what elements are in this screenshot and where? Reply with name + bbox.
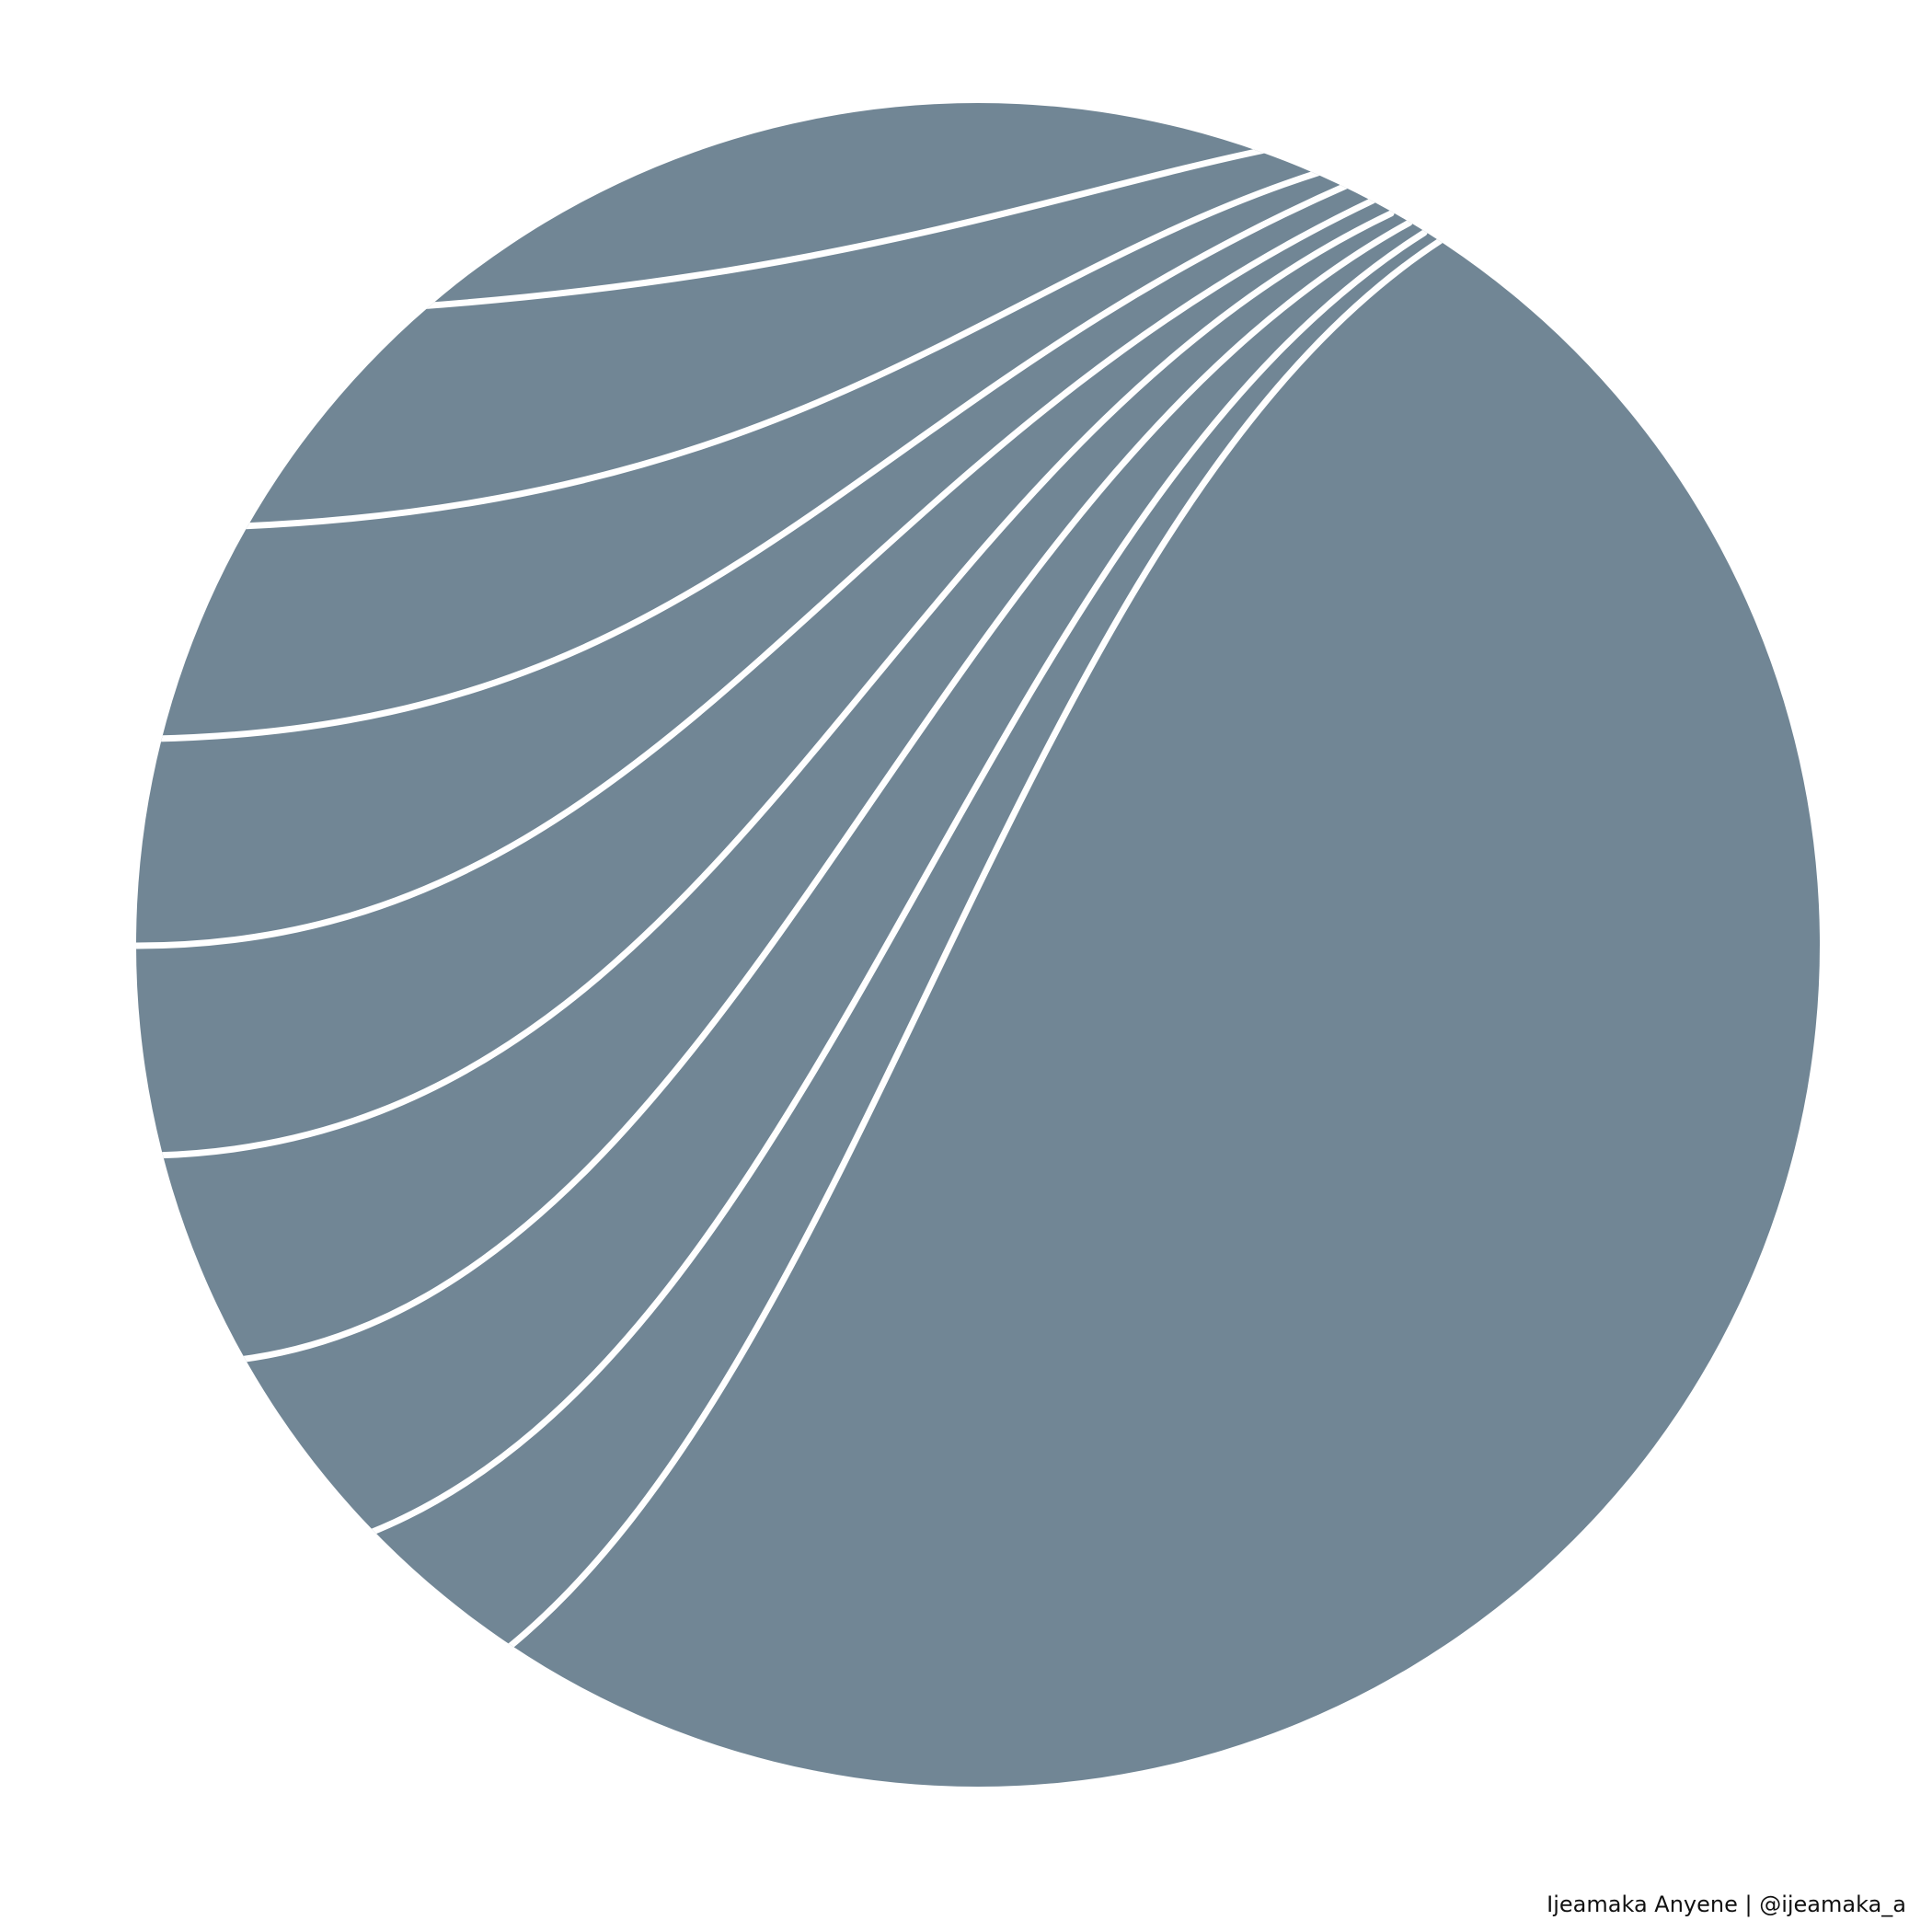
credit-text: Ijeamaka Anyene | @ijeamaka_a	[1547, 1892, 1906, 1917]
curve-line-3	[151, 181, 1351, 742]
curve-line-8	[502, 237, 1443, 1653]
disc	[136, 103, 1820, 1787]
curve-line-4	[136, 197, 1376, 949]
curve-line-1	[415, 146, 1269, 310]
curve-line-7	[364, 229, 1428, 1537]
curve-line-6	[236, 219, 1413, 1363]
curve-lines	[136, 146, 1443, 1653]
curve-line-5	[151, 210, 1395, 1159]
curve-line-2	[237, 168, 1324, 530]
